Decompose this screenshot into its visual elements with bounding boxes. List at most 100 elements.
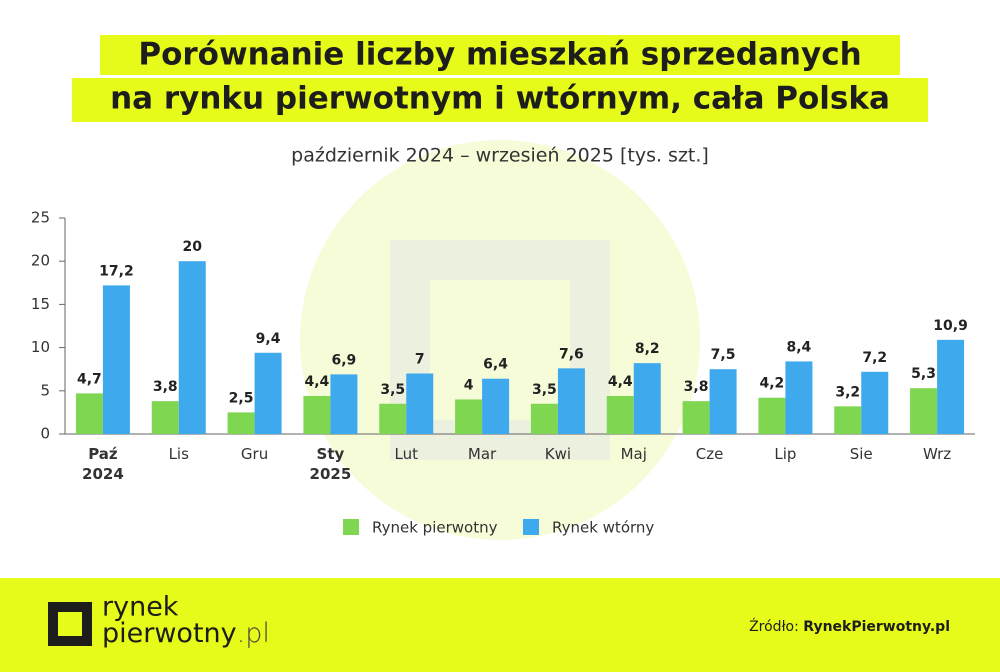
legend-label: Rynek pierwotny — [372, 519, 498, 537]
watermark — [300, 140, 700, 540]
bar — [406, 373, 434, 434]
value-label: 10,9 — [933, 318, 968, 334]
bar — [910, 388, 938, 434]
y-tick-label: 20 — [31, 252, 50, 270]
y-tick-label: 0 — [40, 425, 50, 443]
x-tick-line: 2024 — [82, 465, 124, 483]
bar — [861, 371, 889, 434]
y-tick-label: 10 — [31, 338, 50, 356]
source-label: Źródło: — [749, 617, 799, 635]
x-tick-line: Lis — [169, 445, 190, 463]
value-label: 7,5 — [711, 347, 736, 363]
chart-subtitle: październik 2024 – wrzesień 2025 [tys. s… — [291, 145, 709, 167]
x-tick-label: Paź 2024 — [82, 445, 124, 483]
bar — [606, 395, 634, 434]
bar — [455, 399, 483, 434]
value-label: 3,2 — [835, 384, 860, 400]
logo-suffix: .pl — [237, 618, 270, 649]
bar — [758, 397, 786, 434]
x-tick-label: Maj — [621, 445, 647, 463]
x-tick-line: Mar — [468, 445, 497, 463]
value-label: 4,4 — [608, 374, 633, 390]
value-label: 8,4 — [787, 339, 812, 355]
x-tick-line: Maj — [621, 445, 647, 463]
x-tick-line: Wrz — [923, 445, 951, 463]
logo-text: pierwotny.pl — [102, 618, 270, 649]
x-tick-line: Sty — [317, 445, 345, 463]
bar — [937, 339, 965, 434]
chart-title: Porównanie liczby mieszkań sprzedanych — [138, 37, 861, 73]
x-tick-line: Paź — [88, 445, 118, 463]
x-tick-line: Lip — [774, 445, 796, 463]
source-name: RynekPierwotny.pl — [803, 619, 950, 635]
footer — [0, 578, 1000, 672]
bar — [102, 285, 130, 434]
value-label: 7 — [415, 352, 425, 368]
value-label: 3,8 — [684, 379, 709, 395]
value-label: 6,4 — [483, 357, 508, 373]
bar — [530, 403, 558, 434]
value-label: 4,4 — [305, 374, 330, 390]
x-tick-line: Lut — [395, 445, 419, 463]
x-tick-label: Lis — [169, 445, 190, 463]
bar — [482, 378, 510, 434]
title-highlight — [72, 78, 928, 122]
y-tick-label: 5 — [40, 381, 50, 399]
value-label: 3,5 — [380, 382, 405, 398]
x-tick-label: Gru — [241, 445, 268, 463]
bar — [303, 395, 331, 434]
bar — [254, 352, 282, 434]
bar — [178, 261, 206, 434]
y-tick-label: 25 — [31, 209, 50, 227]
bar — [709, 369, 737, 434]
legend-swatch — [343, 519, 359, 535]
bar — [151, 401, 179, 434]
legend-label: Rynek wtórny — [552, 519, 654, 537]
x-tick-label: Sty 2025 — [310, 445, 352, 483]
value-label: 2,5 — [229, 390, 254, 406]
value-label: 6,9 — [332, 352, 357, 368]
value-label: 8,2 — [635, 341, 660, 357]
value-label: 3,5 — [532, 382, 557, 398]
bar — [834, 406, 862, 434]
y-tick-label: 15 — [31, 295, 50, 313]
x-tick-label: Kwi — [545, 445, 571, 463]
logo-text: pierwotny — [102, 618, 237, 649]
bar — [227, 412, 255, 434]
chart-title: na rynku pierwotnym i wtórnym, cała Pols… — [110, 81, 890, 117]
value-label: 7,2 — [862, 350, 887, 366]
watermark-logo — [390, 240, 610, 460]
source: Źródło: RynekPierwotny.pl — [749, 617, 950, 635]
value-label: 20 — [183, 239, 203, 255]
bar — [330, 374, 358, 434]
x-tick-line: 2025 — [310, 465, 352, 483]
x-tick-label: Cze — [696, 445, 724, 463]
value-label: 4 — [464, 377, 474, 393]
x-tick-label: Wrz — [923, 445, 951, 463]
bar — [557, 368, 585, 434]
logo-icon — [48, 602, 92, 646]
title-highlight — [100, 35, 900, 75]
x-tick-label: Sie — [850, 445, 873, 463]
value-label: 7,6 — [559, 346, 584, 362]
x-tick-label: Mar — [468, 445, 497, 463]
legend-swatch — [523, 519, 539, 535]
bar — [633, 363, 661, 434]
value-label: 9,4 — [256, 331, 281, 347]
value-label: 17,2 — [99, 263, 134, 279]
bar — [75, 393, 103, 434]
x-tick-line: Gru — [241, 445, 268, 463]
bar — [682, 401, 710, 434]
x-tick-line: Sie — [850, 445, 873, 463]
value-label: 3,8 — [153, 379, 178, 395]
x-tick-line: Kwi — [545, 445, 571, 463]
bar — [379, 403, 407, 434]
x-tick-label: Lip — [774, 445, 796, 463]
x-tick-line: Cze — [696, 445, 724, 463]
x-tick-label: Lut — [395, 445, 419, 463]
value-label: 5,3 — [911, 366, 936, 382]
value-label: 4,7 — [77, 371, 102, 387]
bar — [785, 361, 813, 434]
logo-text: rynek — [102, 592, 179, 623]
value-label: 4,2 — [760, 376, 785, 392]
